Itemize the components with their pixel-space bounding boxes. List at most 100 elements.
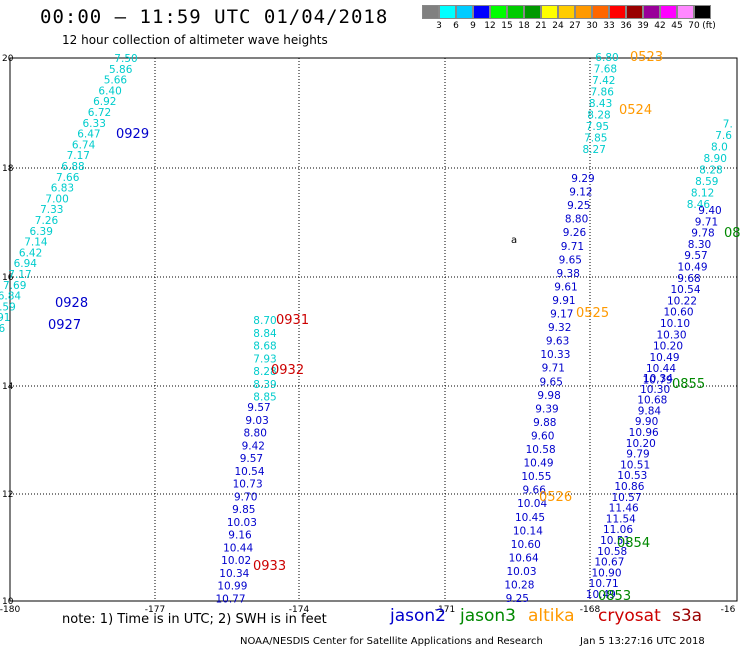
pass-time-label: 0523 — [630, 50, 663, 65]
pass-time-label: 0932 — [271, 363, 304, 378]
wave-height-value: 10.49 — [586, 589, 616, 601]
color-scale-label: 42 — [654, 21, 666, 31]
color-swatch — [626, 5, 643, 19]
lat-tick-label: 18 — [2, 164, 14, 174]
wave-height-value: 9.25 — [506, 593, 529, 605]
legend-s3a: s3a — [672, 606, 703, 626]
wave-height-value: 10.49 — [649, 352, 679, 364]
wave-height-value: 10.20 — [626, 438, 656, 450]
wave-height-value: 6.92 — [93, 96, 116, 108]
color-swatch — [677, 5, 694, 19]
wave-height-value: 10.60 — [663, 307, 693, 319]
wave-height-value: 7.17 — [67, 150, 90, 162]
wave-height-value: 9.61 — [554, 281, 577, 293]
color-scale-label: 30 — [586, 21, 598, 31]
wave-height-value: 8.28 — [253, 366, 276, 378]
wave-height-value: 10.55 — [521, 471, 551, 483]
wave-height-value: 9.98 — [537, 390, 560, 402]
legend-jason3: jason3 — [460, 606, 516, 626]
legend-altika: altika — [528, 606, 575, 626]
color-swatch — [439, 5, 456, 19]
wave-height-value: 6.42 — [19, 247, 42, 259]
wave-height-value: 10.44 — [223, 542, 253, 554]
color-swatch — [456, 5, 473, 19]
wave-height-value: 9.60 — [531, 430, 554, 442]
wave-height-value: 8.28 — [587, 110, 610, 122]
wave-height-value: 10.14 — [513, 525, 543, 537]
color-swatch — [507, 5, 524, 19]
wave-height-value: 10.68 — [637, 395, 667, 407]
wave-height-value: 10.33 — [540, 349, 570, 361]
map-frame — [9, 57, 738, 602]
wave-height-value: 6.47 — [77, 129, 100, 141]
wave-height-value: 10.49 — [677, 262, 707, 274]
wave-height-value: 10.30 — [640, 384, 670, 396]
color-scale-label: 33 — [603, 21, 615, 31]
wave-height-value: 8.43 — [589, 98, 612, 110]
color-swatch — [660, 5, 677, 19]
wave-height-value: 6.33 — [83, 118, 106, 130]
wave-height-value: 8.46 — [687, 199, 711, 211]
color-swatch — [592, 5, 609, 19]
wave-height-value: 10.77 — [215, 593, 245, 605]
wave-height-value: 10.28 — [504, 580, 534, 592]
wave-height-value: 10.64 — [509, 552, 539, 564]
wave-height-value: 9.88 — [533, 417, 556, 429]
color-swatch — [422, 5, 439, 19]
lat-tick-label: 12 — [2, 490, 13, 500]
wave-height-value: 10.99 — [217, 581, 247, 593]
wave-height-value: 9.71 — [695, 216, 718, 228]
credit-line: NOAA/NESDIS Center for Satellite Applica… — [240, 636, 543, 647]
wave-height-value: 9.63 — [546, 336, 569, 348]
wave-height-value: 6.94 — [14, 258, 38, 270]
wave-height-value: 5.66 — [104, 75, 128, 87]
wave-height-value: 11.46 — [609, 503, 639, 515]
pass-time-label: 0855 — [672, 377, 705, 392]
wave-height-value: 10.51 — [620, 459, 650, 471]
wave-height-value: 7.42 — [592, 75, 615, 87]
color-scale-labels: 3 6 9 12 15 18 21 24 27 30 33 36 39 42 45 70 (ft) — [422, 21, 740, 33]
wave-height-value: 10.03 — [506, 566, 536, 578]
wave-height-value: 9.71 — [561, 241, 584, 253]
wave-height-value: 10.54 — [670, 284, 700, 296]
wave-height-value: 7.17 — [8, 269, 31, 281]
wave-height-value: 8.28 — [699, 165, 722, 177]
wave-height-value: 7.66 — [56, 172, 80, 184]
wave-height-value: 8.84 — [253, 328, 277, 340]
color-scale-label: 3 — [436, 21, 442, 31]
wave-height-value: 8.30 — [688, 239, 711, 251]
wave-height-value: 7.33 — [40, 204, 63, 216]
wave-height-value: 10.44 — [646, 363, 676, 375]
wave-height-value: 8.80 — [565, 214, 588, 226]
wave-height-value: 6.72 — [88, 107, 111, 119]
color-scale-label: 70 — [688, 21, 700, 31]
wave-height-value: 9.40 — [698, 205, 721, 217]
wave-height-value: 7.68 — [594, 64, 617, 76]
altimeter-tracks: 7.505.865.666.406.926.726.336.476.747.17… — [0, 52, 733, 605]
color-scale-label: 21 — [535, 21, 547, 31]
island-marker: a — [511, 235, 517, 246]
lat-tick-label: 20 — [2, 54, 14, 64]
color-scale-label: 45 — [671, 21, 683, 31]
pass-time-label: 0524 — [619, 103, 652, 118]
wave-height-value: 9.12 — [569, 187, 592, 199]
wave-height-value: 6.88 — [61, 161, 84, 173]
track-jason2: 7.505.865.666.406.926.726.336.476.747.17… — [0, 53, 138, 335]
lon-tick-label: -174 — [289, 605, 310, 615]
wave-height-value: 9.65 — [559, 254, 582, 266]
color-swatch — [643, 5, 660, 19]
wave-height-value: 10.79 — [642, 375, 672, 387]
wave-height-value: 9.91 — [552, 295, 575, 307]
wave-height-value: 10.54 — [234, 466, 264, 478]
color-scale-label: 18 — [518, 21, 530, 31]
wave-height-value: 10.03 — [227, 517, 257, 529]
wave-height-value: 9.39 — [535, 403, 558, 415]
pass-time-label: 0933 — [253, 559, 286, 574]
map-axes: -180 -177 -174 -171 -168 -16 20 18 16 14 12 10 — [0, 54, 738, 615]
wave-height-value: 6.84 — [0, 291, 21, 303]
color-scale-label: (ft) — [702, 21, 716, 31]
color-swatch — [609, 5, 626, 19]
color-scale-label: 39 — [637, 21, 649, 31]
wave-height-value: 10.96 — [629, 427, 659, 439]
